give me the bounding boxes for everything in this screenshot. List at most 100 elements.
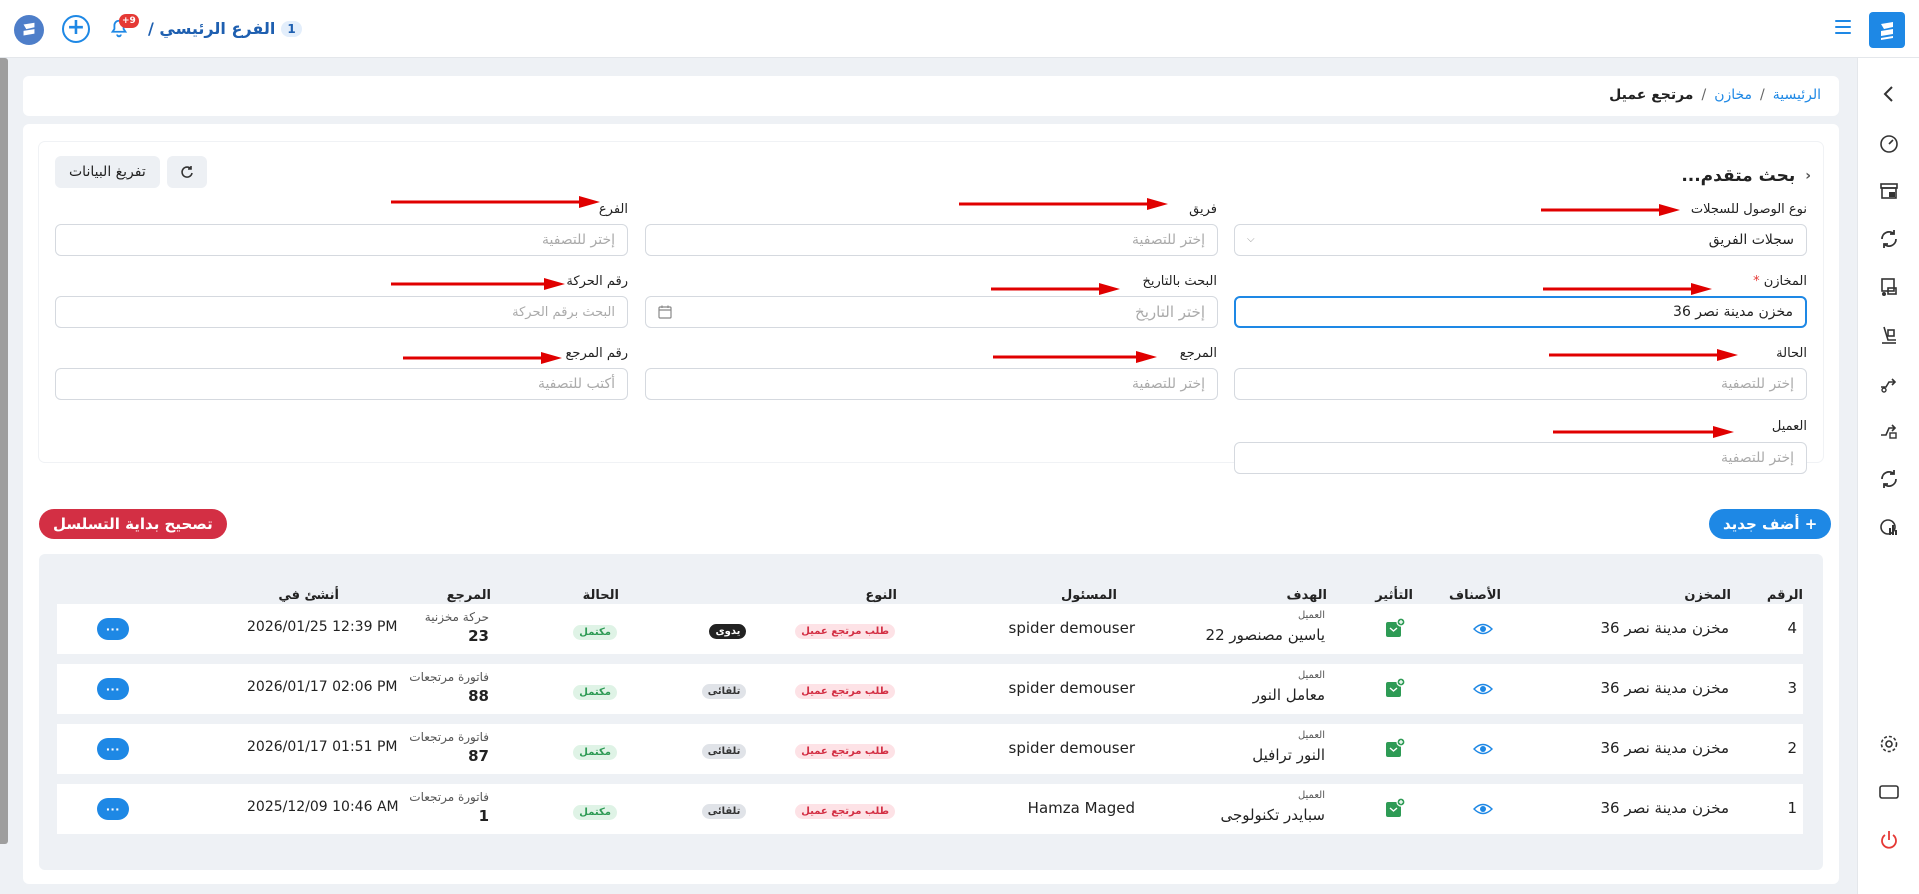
sidebar	[1857, 58, 1919, 894]
sidebar-item-transfer-out[interactable]	[1875, 417, 1903, 445]
sidebar-item-delivery[interactable]	[1875, 273, 1903, 301]
table-row[interactable]: 1 مخزن مدينة نصر 36 العميل سبايدر تكنولو…	[57, 784, 1803, 834]
customer-select[interactable]: إختر للتصفية	[1234, 442, 1807, 474]
table-row[interactable]: 2 مخزن مدينة نصر 36 العميل النور ترافيل …	[57, 724, 1803, 774]
chevron-down-icon: ⌵	[1247, 234, 1255, 245]
sidebar-item-transfer[interactable]	[1875, 369, 1903, 397]
annotation-arrow	[1543, 283, 1712, 295]
sidebar-item-screen[interactable]	[1875, 778, 1903, 806]
row-status: مكتمل	[573, 621, 617, 640]
col-impact: التأثير	[1375, 588, 1413, 603]
breadcrumb-stores[interactable]: مخازن	[1714, 87, 1753, 103]
row-created: 2026/01/17 01:51 PM	[247, 739, 398, 755]
store-icon	[1880, 183, 1898, 199]
menu-icon[interactable]	[1835, 20, 1851, 34]
required-mark: *	[1753, 274, 1760, 289]
sidebar-item-warehouse[interactable]	[1875, 321, 1903, 349]
sidebar-item-dashboard[interactable]	[1875, 129, 1903, 157]
breadcrumb: الرئيسية / مخازن / مرتجع عميل	[1609, 87, 1821, 103]
mode-badge: تلقائى	[701, 744, 747, 759]
col-store: المخزن	[1684, 588, 1731, 603]
date-search-input[interactable]: إختر التاريخ	[645, 296, 1218, 328]
power-icon	[1881, 831, 1897, 849]
page-scrollbar[interactable]	[0, 58, 8, 844]
app-logo[interactable]	[1869, 12, 1905, 48]
row-type: طلب مرتجع عميل تلقائى	[701, 680, 895, 699]
row-created: 2025/12/09 10:46 AM	[247, 799, 399, 815]
main-card: ‹ بحث متقدم... تفريغ البيانات نوع الوصول…	[23, 124, 1839, 884]
refresh-button[interactable]	[167, 156, 207, 188]
eye-icon[interactable]	[1473, 800, 1493, 818]
row-target: سبايدر تكنولوجى	[1220, 806, 1325, 824]
sidebar-item-logout[interactable]	[1875, 826, 1903, 854]
sidebar-item-reports[interactable]	[1875, 513, 1903, 541]
stores-label: المخازن *	[1753, 274, 1807, 289]
status-badge: مكتمل	[573, 745, 617, 760]
row-number: 1	[1787, 799, 1797, 817]
movement-no-input[interactable]: البحث برقم الحركة	[55, 296, 628, 328]
mode-badge: تلقائى	[701, 804, 747, 819]
sidebar-item-sync[interactable]	[1875, 225, 1903, 253]
advanced-search-title: بحث متقدم...	[1681, 166, 1796, 186]
add-new-button[interactable]: + أضف جديد	[1709, 509, 1832, 539]
stock-in-icon	[1386, 798, 1405, 817]
reference-type: فاتورة مرتجعات	[409, 730, 489, 744]
status-badge: مكتمل	[573, 625, 617, 640]
row-created: 2026/01/17 02:06 PM	[247, 679, 398, 695]
sidebar-item-settings[interactable]	[1875, 730, 1903, 758]
annotation-arrow	[1553, 426, 1734, 438]
stores-value: مخزن مدينة نصر 36	[1673, 304, 1793, 320]
fix-sequence-button[interactable]: تصحيح بداية التسلسل	[39, 509, 227, 539]
breadcrumb-current: مرتجع عميل	[1609, 87, 1694, 103]
target-type: العميل	[1297, 790, 1325, 801]
avatar[interactable]	[14, 15, 44, 45]
row-actions-button[interactable]: ···	[97, 618, 129, 640]
reference-number: 88	[468, 687, 489, 705]
advanced-search-toggle[interactable]: ‹ بحث متقدم...	[1681, 166, 1811, 186]
row-target: معامل النور	[1252, 686, 1325, 704]
chevron-down-icon: ‹	[1805, 168, 1811, 184]
unload-data-button[interactable]: تفريغ البيانات	[55, 156, 160, 188]
row-store: مخزن مدينة نصر 36	[1600, 739, 1729, 757]
stock-in-icon	[1386, 738, 1405, 757]
branch-placeholder: إختر للتصفية	[541, 232, 615, 248]
annotation-arrow	[993, 351, 1157, 363]
refresh-icon	[181, 166, 193, 178]
target-type: العميل	[1297, 730, 1325, 741]
branch-selector[interactable]: 1 الفرع الرئيسي /	[148, 19, 302, 38]
stores-select[interactable]: مخزن مدينة نصر 36	[1234, 296, 1807, 328]
sync-icon	[1881, 470, 1897, 488]
row-actions-button[interactable]: ···	[97, 738, 129, 760]
reference-no-input[interactable]: أكتب للتصفية	[55, 368, 628, 400]
eye-icon[interactable]	[1473, 740, 1493, 758]
col-reference: المرجع	[446, 588, 491, 603]
status-badge: مكتمل	[573, 685, 617, 700]
table-row[interactable]: 3 مخزن مدينة نصر 36 العميل معامل النور s…	[57, 664, 1803, 714]
row-store: مخزن مدينة نصر 36	[1600, 679, 1729, 697]
calendar-icon	[658, 305, 672, 319]
eye-icon[interactable]	[1473, 680, 1493, 698]
reference-type: حركة مخزنية	[424, 610, 489, 624]
eye-icon[interactable]	[1473, 620, 1493, 638]
table-row[interactable]: 4 مخزن مدينة نصر 36 العميل ياسين مصنصور …	[57, 604, 1803, 654]
access-type-select[interactable]: سجلات الفريق ⌵	[1234, 224, 1807, 256]
team-select[interactable]: إختر للتصفية	[645, 224, 1218, 256]
date-placeholder: إختر التاريخ	[1135, 303, 1205, 321]
branch-select[interactable]: إختر للتصفية	[55, 224, 628, 256]
row-status: مكتمل	[573, 681, 617, 700]
row-actions-button[interactable]: ···	[97, 798, 129, 820]
reference-no-placeholder: أكتب للتصفية	[537, 376, 615, 392]
quick-add-button[interactable]: +	[62, 15, 90, 43]
reference-select[interactable]: إختر للتصفية	[645, 368, 1218, 400]
annotation-arrow	[391, 278, 565, 290]
annotation-arrow	[391, 196, 600, 208]
status-select[interactable]: إختر للتصفية	[1234, 368, 1807, 400]
logo-s-icon	[23, 22, 35, 36]
row-actions-button[interactable]: ···	[97, 678, 129, 700]
sidebar-collapse[interactable]	[1875, 80, 1903, 108]
sidebar-item-sync-2[interactable]	[1875, 465, 1903, 493]
breadcrumb-home[interactable]: الرئيسية	[1772, 87, 1821, 103]
sidebar-item-store[interactable]	[1875, 177, 1903, 205]
mode-badge: تلقائى	[701, 684, 747, 699]
annotation-arrow	[991, 283, 1120, 295]
